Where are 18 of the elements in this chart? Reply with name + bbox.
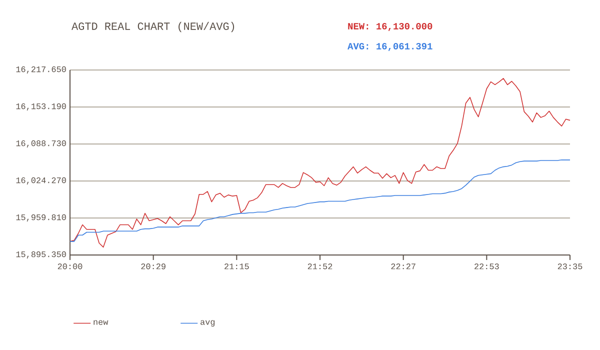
- legend-label: new: [94, 320, 108, 325]
- x-tick-label: 21:52: [308, 264, 332, 270]
- legend-label: avg: [200, 320, 215, 327]
- x-tick-label: 21:15: [224, 264, 249, 270]
- x-tick-label: 22:53: [474, 264, 499, 270]
- y-tick-label: 16,153.190: [16, 103, 66, 111]
- chart-title: AGTD REAL CHART (NEW/AVG): [72, 22, 234, 32]
- y-tick-label: 16,024.270: [16, 177, 66, 185]
- x-tick-label: 22:27: [391, 264, 416, 270]
- text: NEW: 16,130.000: [348, 22, 432, 31]
- x-tick-label: 23:35: [558, 264, 582, 270]
- y-tick-label: 15,895.350: [16, 251, 66, 259]
- x-tick-label: 20:29: [141, 264, 166, 270]
- y-tick-label: 16,217.650: [16, 66, 66, 74]
- x-tick-label: 20:00: [58, 264, 82, 270]
- y-tick-label: 16,088.730: [16, 140, 66, 148]
- text: AVG: 16,061.391: [348, 42, 432, 51]
- y-tick-label: 15,959.810: [16, 214, 66, 222]
